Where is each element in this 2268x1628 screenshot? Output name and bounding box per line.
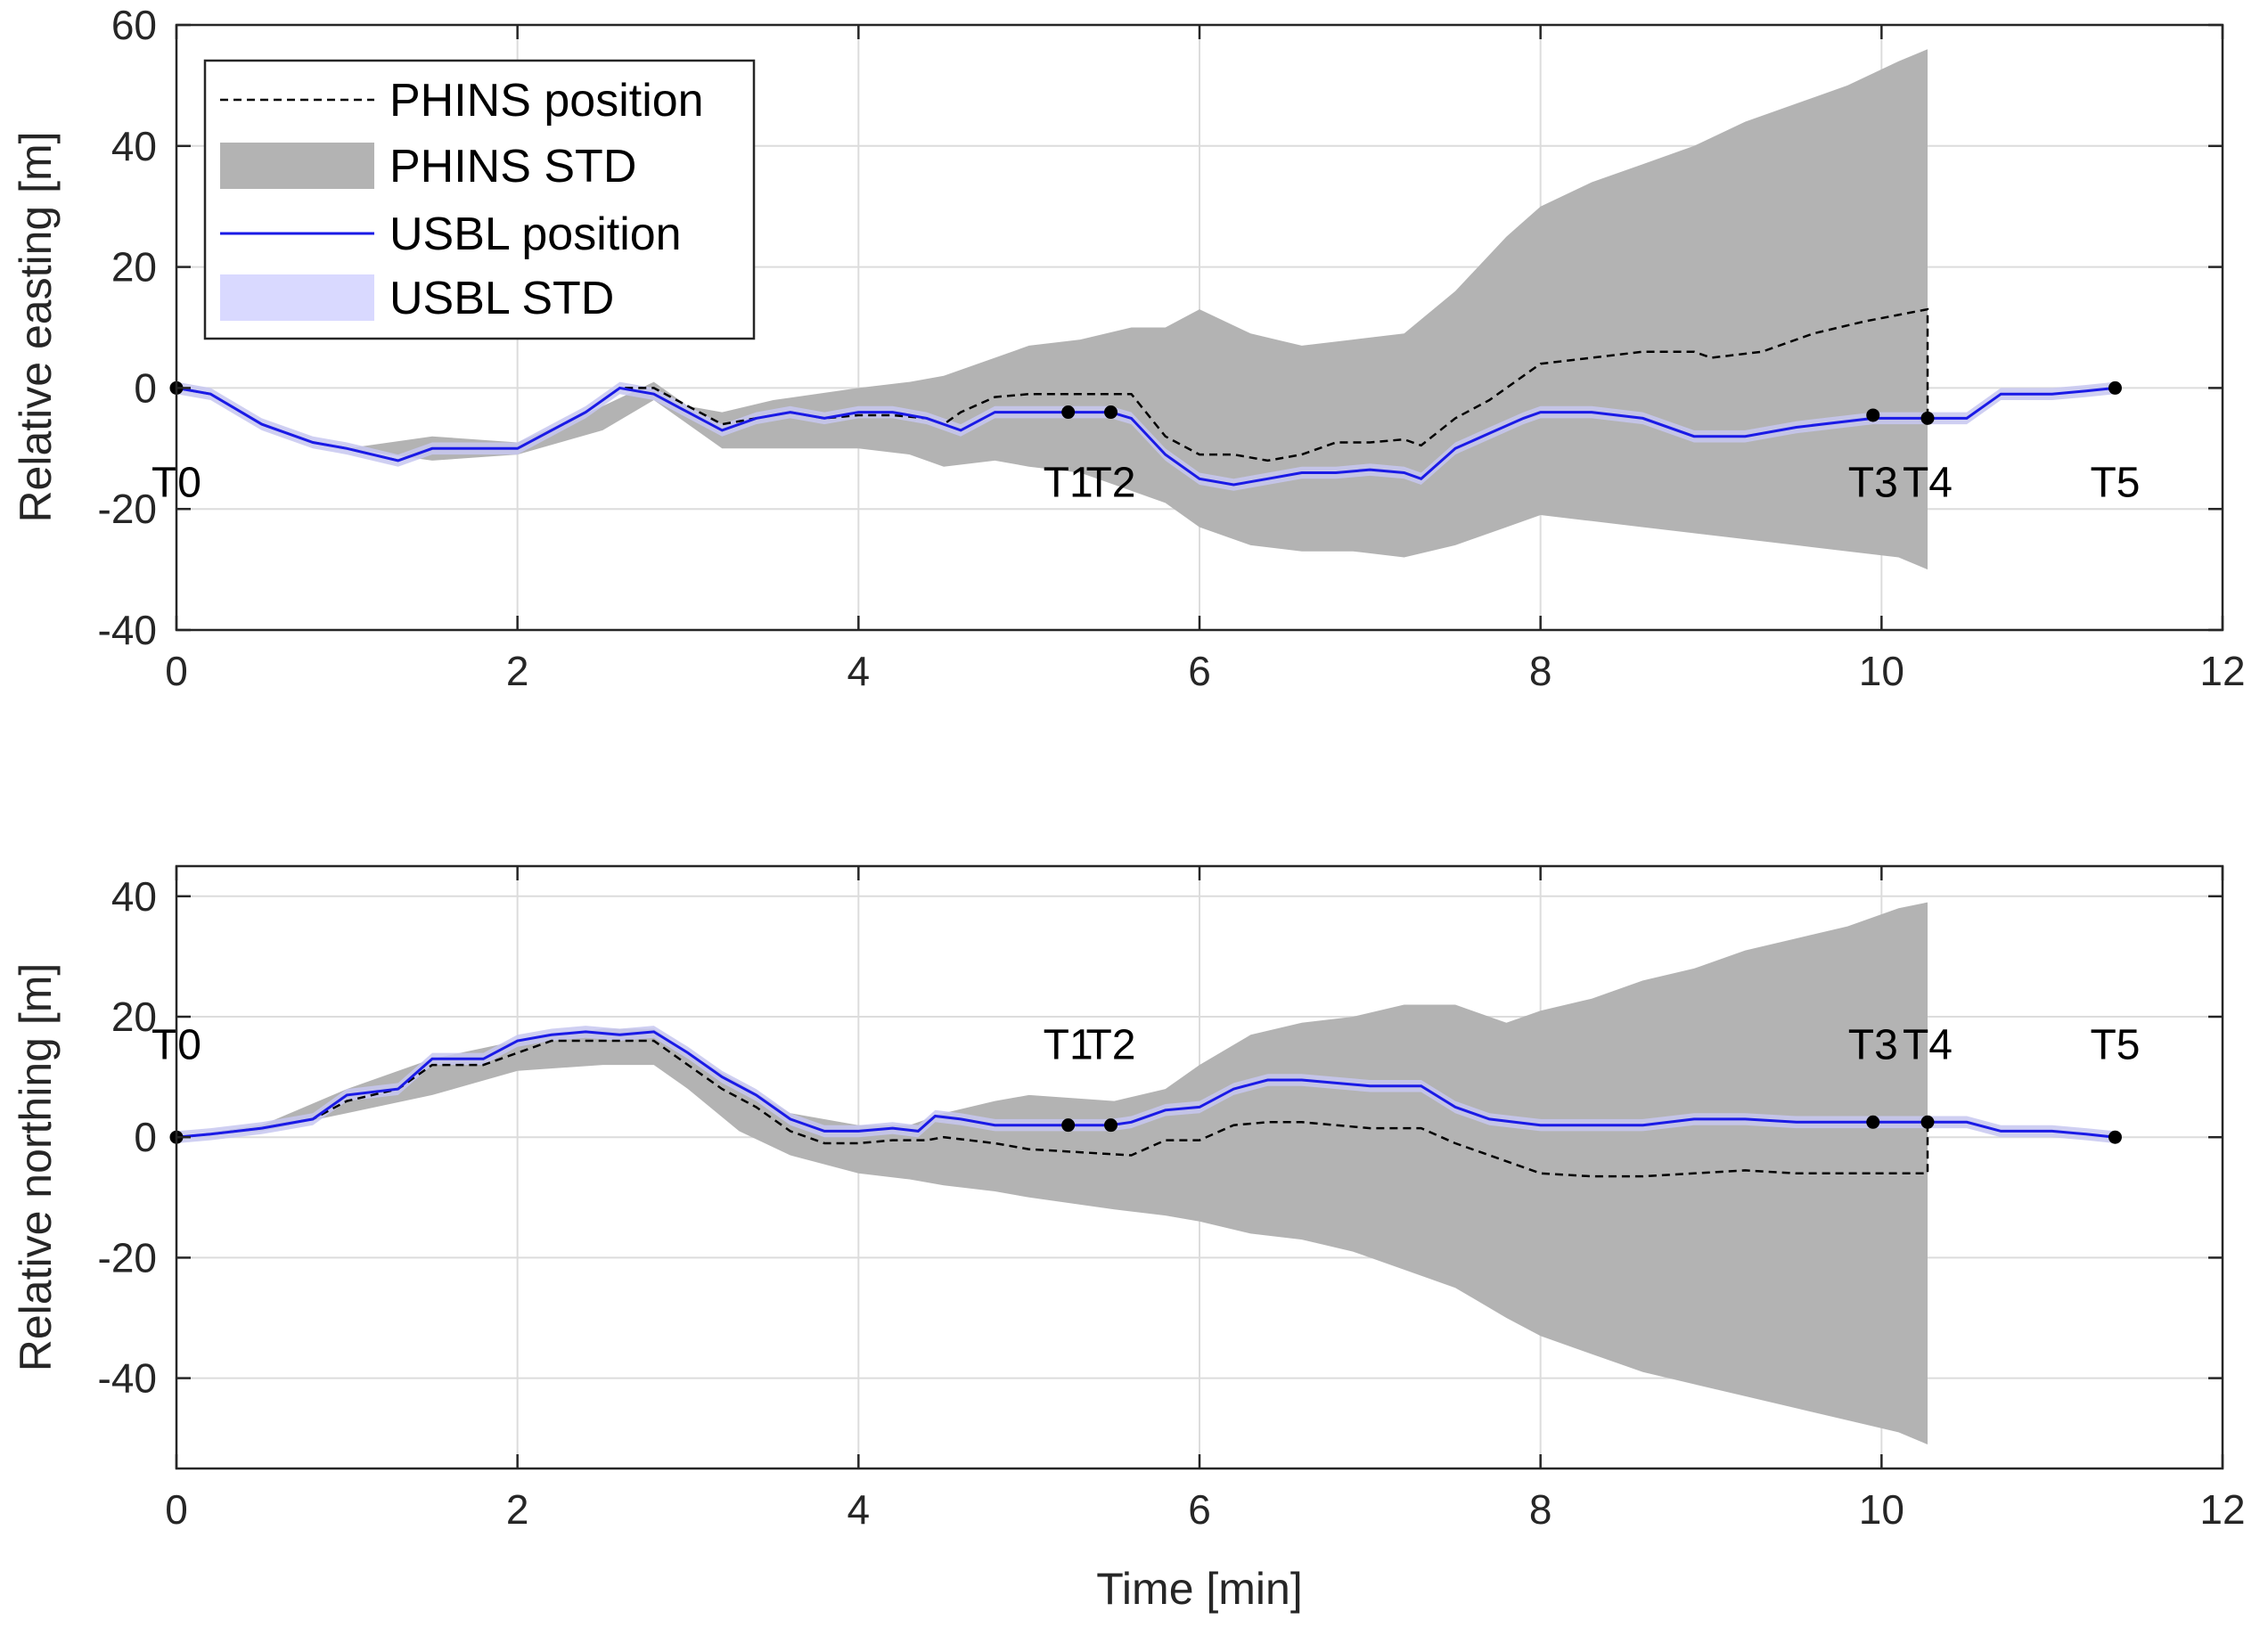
easting-x-tick-label: 4	[847, 648, 871, 694]
easting-x-tick-label: 2	[506, 648, 529, 694]
easting-x-ticks: 0 2 4 6 8 10 12	[165, 25, 2246, 694]
northing-event-label: T4	[1903, 1021, 1953, 1068]
northing-usbl-line	[176, 1030, 2116, 1139]
easting-event-label: T1	[1044, 460, 1093, 507]
legend-usbl-position-label: USBL position	[389, 209, 682, 260]
northing-x-tick-label: 6	[1188, 1486, 1211, 1533]
legend: PHINS position PHINS STD USBL position U…	[203, 59, 756, 340]
easting-x-tick-label: 8	[1529, 648, 1552, 694]
northing-event-marker	[1920, 1115, 1935, 1129]
northing-x-tick-label: 10	[1859, 1486, 1904, 1533]
northing-y-tick-label: -20	[98, 1234, 157, 1280]
easting-usbl-line	[176, 386, 2116, 487]
northing-event-labels: T0 T1 T2 T3 T4 T5	[151, 1021, 2140, 1068]
easting-event-marker	[1104, 405, 1118, 420]
easting-phins-std-area	[176, 49, 1928, 570]
easting-event-label: T3	[1848, 460, 1898, 507]
easting-event-marker	[1061, 405, 1076, 420]
easting-usbl-position-line	[176, 386, 2116, 487]
northing-event-marker	[1866, 1115, 1880, 1129]
northing-x-ticks: 0 2 4 6 8 10 12	[165, 866, 2246, 1533]
legend-phins-std-label: PHINS STD	[389, 141, 636, 192]
northing-x-axis-label: Time [min]	[1096, 1564, 1303, 1614]
easting-y-tick-label: 40	[111, 123, 157, 169]
northing-y-ticks: -40 -20 0 20 40	[98, 873, 2223, 1402]
easting-axes: T0 T1 T2 T3 T4 T5 0 2 4 6 8 10 12 -40-20020406…	[11, 2, 2246, 694]
northing-x-tick-label: 2	[506, 1486, 529, 1533]
northing-event-label: T5	[2090, 1021, 2140, 1068]
northing-event-label: T2	[1085, 1021, 1135, 1068]
northing-x-tick-label: 12	[2199, 1486, 2245, 1533]
easting-y-tick-label: -40	[98, 607, 157, 653]
easting-event-marker	[2108, 380, 2122, 395]
easting-x-tick-label: 6	[1188, 648, 1211, 694]
legend-phins-std-swatch	[220, 143, 374, 189]
easting-x-tick-label: 0	[165, 648, 188, 694]
easting-x-tick-label: 10	[1859, 648, 1904, 694]
easting-event-label: T5	[2090, 460, 2140, 507]
northing-x-tick-label: 0	[165, 1486, 188, 1533]
easting-x-tick-label: 12	[2199, 648, 2245, 694]
easting-usbl-std-area	[176, 381, 2116, 491]
legend-phins-position-label: PHINS position	[389, 75, 704, 127]
northing-y-tick-label: -40	[98, 1355, 157, 1402]
northing-phins-position-line	[176, 1039, 1929, 1178]
northing-y-tick-label: 0	[134, 1114, 157, 1160]
northing-event-marker	[1061, 1118, 1076, 1133]
easting-y-tick-label: 60	[111, 2, 157, 48]
easting-y-tick-label: -20	[98, 486, 157, 532]
northing-x-tick-label: 8	[1529, 1486, 1552, 1533]
easting-event-marker	[1920, 411, 1935, 425]
northing-event-label: T1	[1044, 1021, 1093, 1068]
easting-phins-std-band	[176, 49, 1928, 570]
easting-usbl-std-band	[176, 381, 2116, 491]
easting-y-tick-label: 20	[111, 244, 157, 290]
northing-event-label: T3	[1848, 1021, 1898, 1068]
easting-event-label: T4	[1903, 460, 1953, 507]
easting-y-axis-label: Relative easting [m]	[11, 131, 61, 522]
northing-y-tick-label: 20	[111, 994, 157, 1040]
northing-event-marker	[1104, 1118, 1118, 1133]
northing-usbl-position-line	[176, 1030, 2116, 1139]
northing-usbl-std-band	[176, 1026, 2116, 1143]
northing-usbl-std-area	[176, 1026, 2116, 1143]
northing-y-tick-label: 40	[111, 873, 157, 920]
easting-event-label: T2	[1085, 460, 1135, 507]
legend-usbl-std-label: USBL STD	[389, 273, 614, 324]
northing-x-tick-label: 4	[847, 1486, 871, 1533]
northing-axes: T0 T1 T2 T3 T4 T5 0 2 4 6 8 10 12 -40-2002040 …	[11, 864, 2246, 1614]
northing-phins-line	[176, 1039, 1929, 1178]
legend-usbl-std-swatch	[220, 274, 374, 321]
easting-y-tick-label: 0	[134, 364, 157, 411]
northing-event-marker	[2108, 1130, 2122, 1144]
easting-event-marker	[1866, 408, 1880, 422]
northing-y-axis-label: Relative northing [m]	[11, 963, 61, 1372]
easting-y-ticks: -40 -20 0 20 40 60	[98, 2, 2223, 653]
